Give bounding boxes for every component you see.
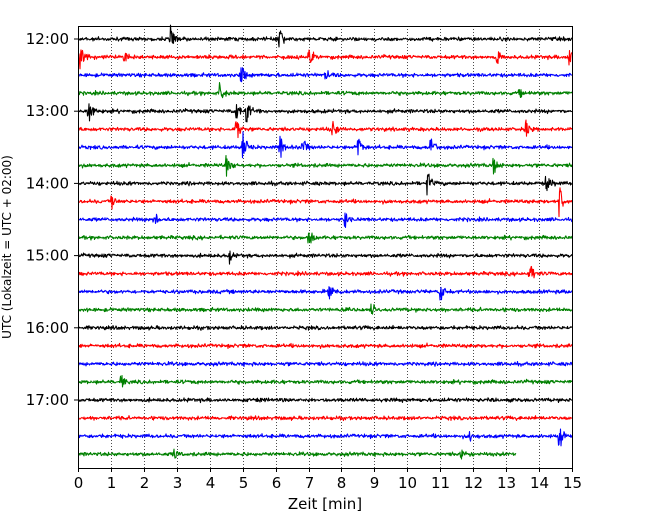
x-tick-label: 13 [497, 474, 516, 492]
x-tick-label: 7 [305, 474, 315, 492]
y-tick-label: 14:00 [26, 174, 69, 192]
seismic-trace [78, 119, 573, 139]
seismic-trace [77, 415, 573, 422]
x-tick-label: 8 [337, 474, 347, 492]
seismic-trace [78, 360, 573, 367]
seismic-trace [78, 173, 573, 196]
x-tick-label: 2 [140, 474, 150, 492]
plot-frame [78, 26, 573, 469]
x-tick-label: 0 [74, 474, 84, 492]
x-tick-label: 9 [370, 474, 380, 492]
seismic-trace [78, 397, 573, 404]
seismic-trace [77, 82, 573, 99]
y-tick-label: 16:00 [26, 319, 69, 337]
seismic-trace [77, 428, 573, 447]
x-tick-label: 15 [563, 474, 582, 492]
y-tick-label: 17:00 [26, 391, 69, 409]
x-tick-label: 1 [107, 474, 117, 492]
seismic-trace [78, 103, 573, 123]
seismic-trace [77, 49, 573, 70]
y-tick-label: 13:00 [26, 102, 69, 120]
seismic-trace [77, 232, 573, 244]
seismic-trace [78, 212, 573, 229]
y-axis-label: UTC (Lokalzeit = UTC + 02:00) [0, 155, 14, 339]
y-axis-ticks: 12:00 13:00 14:00 15:00 16:00 17:00 [26, 30, 78, 409]
x-tick-label: 6 [272, 474, 282, 492]
x-tick-label: 11 [431, 474, 450, 492]
seismic-trace [77, 342, 573, 350]
y-tick-label: 15:00 [26, 247, 69, 265]
seismic-trace [77, 286, 573, 301]
x-axis-ticks: 0 1 2 3 4 5 6 7 8 9 10 11 12 13 14 15 [74, 468, 582, 492]
seismic-trace [77, 374, 573, 388]
seismic-trace [78, 155, 573, 177]
x-tick-label: 14 [530, 474, 549, 492]
seismic-trace [78, 324, 573, 331]
x-axis-label: Zeit [min] [288, 495, 362, 513]
seismic-trace [78, 24, 573, 48]
x-tick-label: 5 [239, 474, 249, 492]
x-tick-label: 3 [173, 474, 183, 492]
seismic-trace [78, 131, 573, 159]
seismic-trace [77, 448, 517, 460]
x-tick-label: 12 [464, 474, 483, 492]
y-tick-label: 12:00 [26, 30, 69, 48]
seismic-trace [78, 303, 573, 315]
seismic-trace [78, 250, 573, 265]
seismic-trace [78, 265, 573, 279]
x-tick-label: 10 [398, 474, 417, 492]
x-tick-label: 4 [206, 474, 216, 492]
trace-group [77, 24, 573, 460]
seismic-trace [78, 187, 573, 218]
seismic-trace [77, 67, 573, 83]
